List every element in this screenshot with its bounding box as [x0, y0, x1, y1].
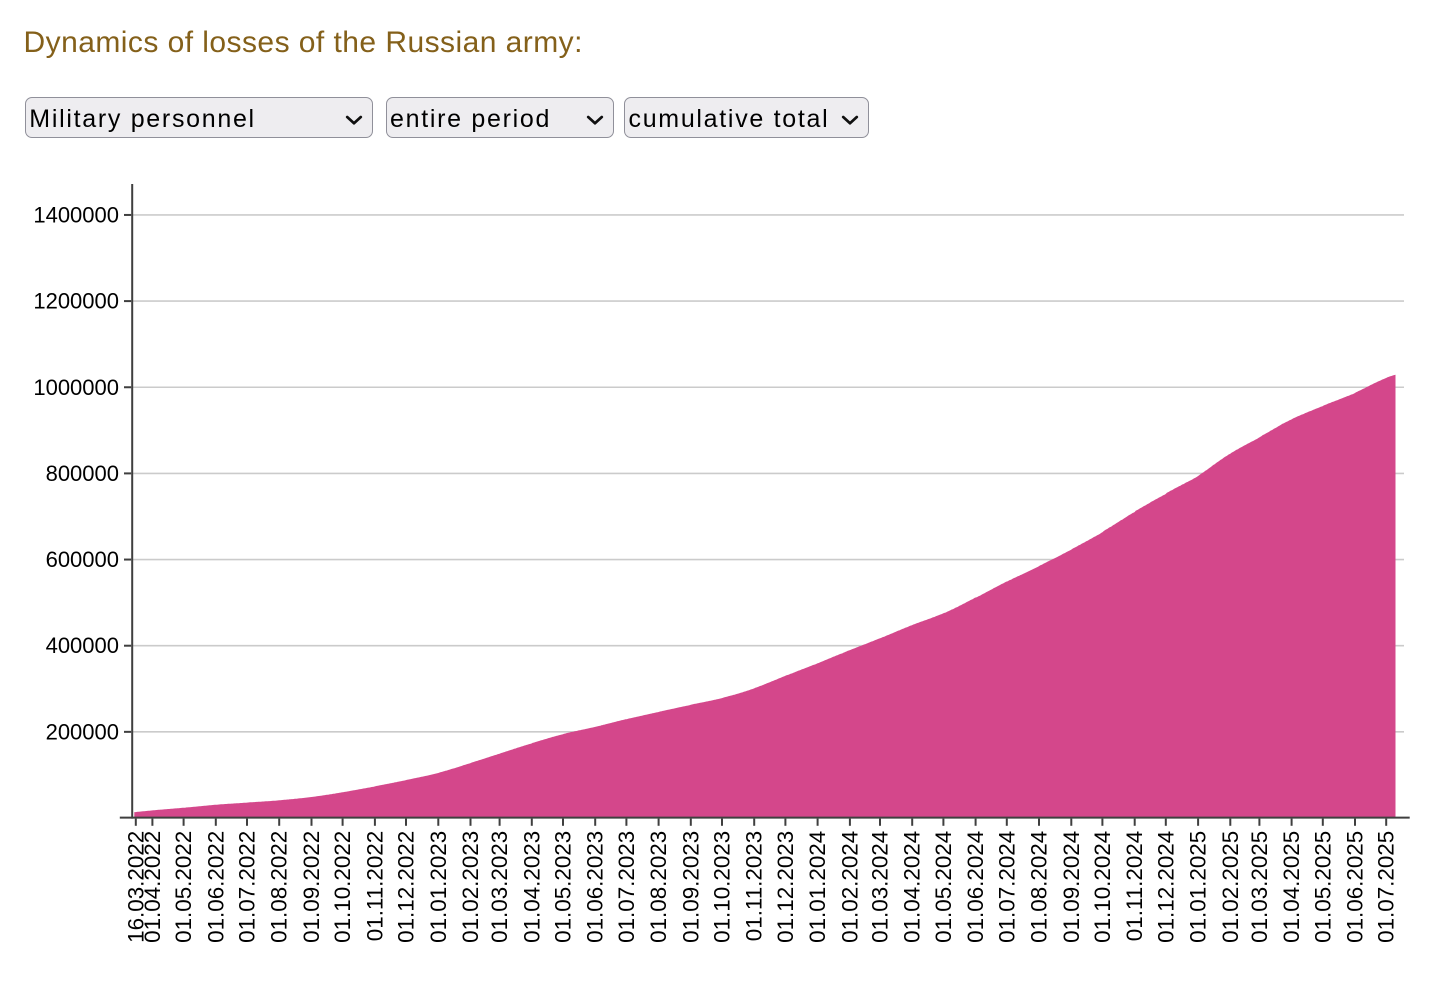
- svg-text:800000: 800000: [46, 461, 119, 486]
- svg-text:01.04.2025: 01.04.2025: [1279, 831, 1304, 943]
- svg-text:01.01.2025: 01.01.2025: [1186, 831, 1211, 943]
- svg-text:01.04.2022: 01.04.2022: [140, 831, 165, 943]
- svg-text:01.01.2024: 01.01.2024: [805, 831, 830, 943]
- svg-text:01.03.2024: 01.03.2024: [868, 831, 893, 943]
- svg-text:01.05.2025: 01.05.2025: [1310, 831, 1335, 943]
- svg-text:1000000: 1000000: [33, 375, 119, 400]
- svg-text:01.12.2024: 01.12.2024: [1153, 831, 1178, 943]
- svg-text:01.02.2023: 01.02.2023: [458, 831, 483, 943]
- svg-text:01.08.2024: 01.08.2024: [1027, 831, 1052, 943]
- svg-text:01.12.2023: 01.12.2023: [773, 831, 798, 943]
- svg-text:01.05.2024: 01.05.2024: [931, 831, 956, 943]
- svg-text:16.03.2022: 16.03.2022: [123, 831, 148, 943]
- svg-text:01.06.2024: 01.06.2024: [963, 831, 988, 943]
- svg-text:01.09.2022: 01.09.2022: [299, 831, 324, 943]
- svg-text:600000: 600000: [46, 547, 119, 572]
- svg-text:01.02.2024: 01.02.2024: [837, 831, 862, 943]
- svg-text:01.08.2022: 01.08.2022: [267, 831, 292, 943]
- svg-text:01.10.2022: 01.10.2022: [330, 831, 355, 943]
- svg-text:01.04.2023: 01.04.2023: [519, 831, 544, 943]
- svg-text:01.05.2022: 01.05.2022: [171, 831, 196, 943]
- svg-text:01.11.2022: 01.11.2022: [362, 831, 387, 941]
- svg-text:01.03.2023: 01.03.2023: [487, 831, 512, 943]
- svg-text:01.08.2023: 01.08.2023: [646, 831, 671, 943]
- svg-text:400000: 400000: [46, 633, 119, 658]
- svg-text:01.12.2022: 01.12.2022: [394, 831, 419, 943]
- svg-text:01.03.2025: 01.03.2025: [1247, 831, 1272, 943]
- svg-text:01.05.2023: 01.05.2023: [551, 831, 576, 943]
- svg-text:01.06.2022: 01.06.2022: [203, 831, 228, 943]
- svg-text:01.11.2023: 01.11.2023: [742, 831, 767, 941]
- svg-text:1200000: 1200000: [33, 289, 119, 314]
- svg-text:01.07.2022: 01.07.2022: [235, 831, 260, 943]
- svg-text:01.06.2023: 01.06.2023: [583, 831, 608, 943]
- svg-text:01.07.2024: 01.07.2024: [994, 831, 1019, 943]
- svg-text:01.09.2023: 01.09.2023: [678, 831, 703, 943]
- svg-text:200000: 200000: [46, 719, 119, 744]
- svg-text:01.10.2024: 01.10.2024: [1090, 831, 1115, 943]
- svg-text:01.01.2023: 01.01.2023: [426, 831, 451, 943]
- svg-text:01.11.2024: 01.11.2024: [1122, 831, 1147, 941]
- svg-text:01.07.2023: 01.07.2023: [614, 831, 639, 943]
- svg-text:01.10.2023: 01.10.2023: [710, 831, 735, 943]
- svg-text:01.04.2024: 01.04.2024: [900, 831, 925, 943]
- svg-text:1400000: 1400000: [33, 202, 119, 227]
- svg-text:01.07.2025: 01.07.2025: [1374, 831, 1399, 943]
- svg-text:01.02.2025: 01.02.2025: [1218, 831, 1243, 943]
- svg-text:01.09.2024: 01.09.2024: [1059, 831, 1084, 943]
- svg-text:01.06.2025: 01.06.2025: [1343, 831, 1368, 943]
